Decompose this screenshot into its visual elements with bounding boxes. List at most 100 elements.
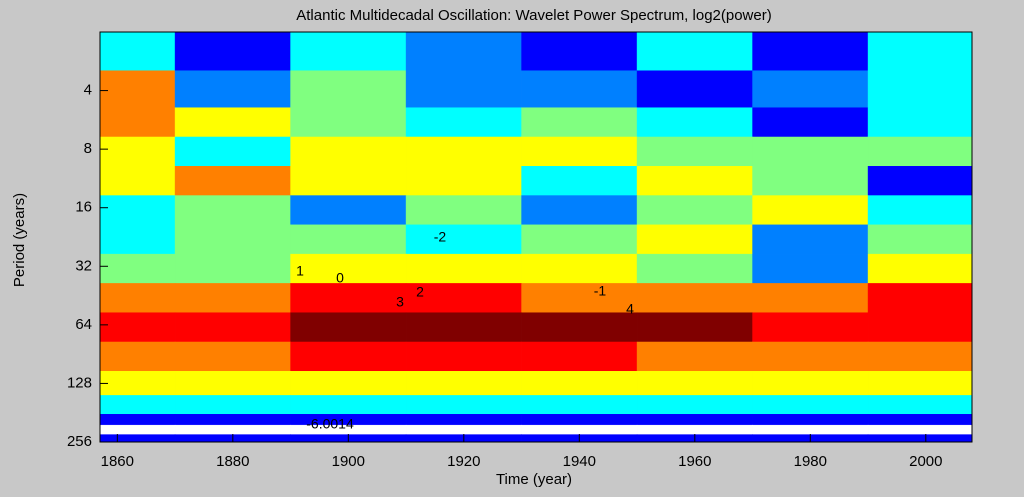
contour-cell — [99, 31, 176, 71]
x-tick-label: 1860 — [101, 453, 134, 470]
x-tick-label: 1880 — [216, 453, 249, 470]
contour-cell — [174, 283, 291, 313]
contour-cell — [867, 166, 973, 196]
contour-cell — [99, 341, 176, 372]
y-tick-label: 8 — [84, 140, 92, 157]
contour-label: 3 — [396, 294, 404, 310]
contour-cell — [752, 70, 869, 108]
contour-cell — [752, 424, 869, 435]
contour-cell — [99, 253, 176, 284]
contour-cell — [867, 395, 973, 415]
x-tick-label: 1940 — [563, 453, 596, 470]
contour-cell — [99, 312, 176, 343]
contour-cell — [174, 195, 291, 226]
contour-cell — [867, 70, 973, 108]
contour-cell — [867, 107, 973, 138]
contour-cell — [99, 395, 176, 415]
contour-cell — [290, 371, 407, 396]
contour-cell — [99, 224, 176, 255]
y-tick-label: 64 — [75, 316, 92, 333]
contour-cell — [174, 136, 291, 167]
x-tick-label: 1980 — [794, 453, 827, 470]
contour-cell — [174, 341, 291, 372]
contour-cell — [290, 136, 407, 167]
contour-cell — [636, 424, 753, 435]
contour-cell — [752, 253, 869, 284]
contour-label: 2 — [416, 284, 424, 300]
contour-cell — [752, 166, 869, 196]
contour-cell — [521, 224, 638, 255]
contour-cell — [867, 195, 973, 226]
y-tick-label: 4 — [84, 82, 92, 99]
contour-cell — [636, 70, 753, 108]
contour-cell — [867, 136, 973, 167]
contour-cell — [174, 312, 291, 343]
contour-cell — [867, 341, 973, 372]
contour-cell — [636, 107, 753, 138]
contour-cell — [174, 414, 291, 426]
contour-cell — [752, 107, 869, 138]
contour-cell — [405, 414, 522, 426]
contour-cell — [636, 224, 753, 255]
contour-cell — [290, 283, 407, 313]
contour-cell — [405, 107, 522, 138]
y-axis-label: Period (years) — [11, 193, 28, 287]
contour-cell — [752, 341, 869, 372]
contour-cell — [405, 136, 522, 167]
contour-cell — [290, 107, 407, 138]
plot-frame — [99, 31, 973, 443]
contour-cell — [521, 107, 638, 138]
contour-cell — [174, 166, 291, 196]
contour-cell — [405, 70, 522, 108]
contour-cell — [521, 371, 638, 396]
contour-cell — [99, 424, 176, 435]
y-tick-label: 256 — [67, 433, 92, 450]
contour-cell — [867, 424, 973, 435]
contour-label: 0 — [336, 270, 344, 286]
contour-cell — [405, 395, 522, 415]
contour-cell — [521, 31, 638, 71]
contour-cell — [867, 253, 973, 284]
contour-cell — [174, 107, 291, 138]
contour-cell — [636, 31, 753, 71]
contour-cell — [636, 195, 753, 226]
contour-cell — [174, 31, 291, 71]
contour-cell — [521, 195, 638, 226]
contour-cell — [174, 371, 291, 396]
x-tick-label: 1900 — [332, 453, 365, 470]
contour-cell — [752, 224, 869, 255]
contour-cell — [636, 414, 753, 426]
contour-field — [99, 31, 973, 443]
contour-cell — [521, 70, 638, 108]
x-tick-label: 1960 — [678, 453, 711, 470]
contour-cell — [174, 70, 291, 108]
contour-cell — [636, 136, 753, 167]
contour-cell — [752, 136, 869, 167]
contour-cell — [174, 224, 291, 255]
contour-cell — [752, 312, 869, 343]
contour-cell — [867, 224, 973, 255]
contour-cell — [99, 136, 176, 167]
contour-cell — [521, 424, 638, 435]
contour-cell — [521, 283, 638, 313]
y-tick-label: 16 — [75, 199, 92, 216]
contour-cell — [99, 166, 176, 196]
x-tick-label: 1920 — [447, 453, 480, 470]
contour-cell — [636, 395, 753, 415]
contour-cell — [290, 70, 407, 108]
contour-cell — [99, 283, 176, 313]
contour-cell — [752, 395, 869, 415]
contour-cell — [99, 70, 176, 108]
contour-cell — [521, 395, 638, 415]
contour-cell — [867, 283, 973, 313]
contour-cell — [636, 253, 753, 284]
contour-cell — [752, 414, 869, 426]
y-tick-label: 128 — [67, 374, 92, 391]
contour-label: -2 — [434, 229, 447, 245]
contour-cell — [405, 341, 522, 372]
contour-cell — [867, 434, 973, 443]
contour-cell — [290, 166, 407, 196]
contour-cell — [521, 253, 638, 284]
contour-cell — [405, 195, 522, 226]
